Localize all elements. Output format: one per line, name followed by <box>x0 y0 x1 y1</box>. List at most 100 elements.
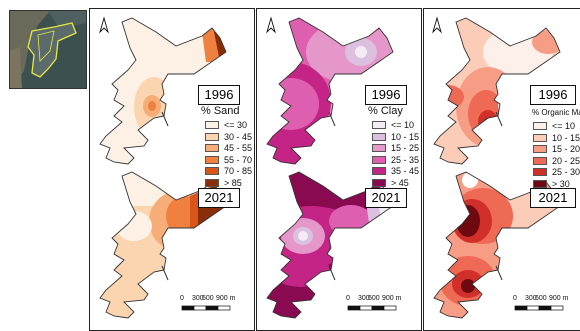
legend-item-sand-2: 45 - 55 <box>205 143 252 153</box>
year-label-2021-sand: 2021 <box>198 188 240 208</box>
legend-swatch <box>372 167 386 175</box>
legend-label: 45 - 55 <box>224 143 253 153</box>
legend-item-sand-4: 70 - 85 <box>205 166 252 176</box>
legend-label: 55 - 70 <box>224 154 253 165</box>
legend-item-organic-1: 10 - 15 <box>533 133 580 143</box>
legend-item-sand-0: <= 30 <box>205 120 247 130</box>
map-zone <box>373 22 393 62</box>
scale-bar-segment <box>371 305 385 311</box>
year-label-2021-organic: 2021 <box>530 188 576 208</box>
legend-item-organic-3: 20 - 25 <box>533 156 580 166</box>
map-zone <box>498 98 514 114</box>
year-label-1996-clay: 1996 <box>365 85 407 105</box>
map-zone <box>148 101 156 111</box>
legend-label: 15 - 20 <box>552 144 580 154</box>
legend-label: 35 - 45 <box>391 166 420 176</box>
legend-label: 25 - 35 <box>391 154 420 165</box>
legend-label: > 30 <box>552 178 570 189</box>
legend-swatch <box>533 122 547 130</box>
scale-label: 300 <box>358 295 370 302</box>
legend-swatch <box>533 156 547 165</box>
legend-swatch <box>205 167 219 175</box>
north-arrow-icon <box>266 16 276 34</box>
map-zone <box>100 251 139 318</box>
north-arrow-icon <box>99 16 109 34</box>
location-inset-map <box>9 10 87 89</box>
legend-swatch <box>533 179 547 188</box>
map-zone <box>298 231 308 241</box>
scale-bar-segment <box>205 305 219 311</box>
inset-map-graphic <box>10 11 86 88</box>
map-dock-line <box>328 111 336 127</box>
legend-title-organic: % Organic Matte <box>532 108 580 117</box>
legend-swatch <box>533 168 547 176</box>
scale-label: 300 <box>192 295 204 302</box>
map-dock-line <box>495 111 503 127</box>
legend-item-clay-2: 15 - 25 <box>372 143 419 153</box>
scale-bar-segment <box>217 305 231 311</box>
year-label-1996-organic: 1996 <box>530 85 576 105</box>
legend-title-sand: % Sand <box>201 105 240 117</box>
scale-label: 0 <box>346 295 350 302</box>
map-zone <box>478 110 498 134</box>
scale-label: 900 m <box>549 295 569 302</box>
map-outline <box>266 17 394 165</box>
scale-label: 600 <box>535 295 547 302</box>
scale-bar-segment <box>550 305 564 311</box>
legend-swatch <box>372 144 386 152</box>
legend-label: 20 - 25 <box>552 155 580 166</box>
legend-swatch <box>205 121 219 129</box>
legend-label: 30 - 45 <box>224 131 253 142</box>
legend-item-clay-1: 10 - 15 <box>372 132 419 142</box>
legend-swatch <box>372 178 386 187</box>
legend-item-sand-1: 30 - 45 <box>205 132 252 142</box>
scale-label: 300 <box>525 295 537 302</box>
scale-label: 0 <box>513 295 517 302</box>
scale-label: 900 m <box>382 295 402 302</box>
legend-item-organic-2: 15 - 20 <box>533 144 580 154</box>
year-label-1996-sand: 1996 <box>198 85 240 105</box>
legend-swatch <box>205 155 219 164</box>
legend-item-organic-5: > 30 <box>533 179 570 189</box>
map-zone <box>461 279 475 293</box>
map-zone <box>116 211 152 241</box>
legend-title-clay: % Clay <box>368 105 403 117</box>
legend-label: > 85 <box>224 177 242 188</box>
map-zone <box>267 78 319 130</box>
map-dock-line <box>161 111 169 127</box>
scale-bar-segment <box>526 305 540 311</box>
legend-label: 10 - 15 <box>391 131 420 142</box>
legend-label: 70 - 85 <box>224 166 253 176</box>
year-label-2021-clay: 2021 <box>365 188 407 208</box>
map-dock-line <box>495 265 503 281</box>
legend-label: <= 10 <box>552 121 576 131</box>
legend-item-clay-0: <= 10 <box>372 120 414 130</box>
map-zone <box>434 85 464 109</box>
scale-label: 0 <box>180 295 184 302</box>
scale-bar-segment <box>347 305 361 311</box>
legend-item-clay-3: 25 - 35 <box>372 155 419 165</box>
legend-item-clay-4: 35 - 45 <box>372 166 419 176</box>
map-zone <box>355 46 367 58</box>
legend-label: <= 10 <box>391 120 415 130</box>
scale-bar-segment <box>181 305 195 311</box>
scale-bar-segment <box>359 305 373 311</box>
legend-swatch <box>372 155 386 164</box>
scale-label: 900 m <box>216 295 236 302</box>
legend-swatch <box>372 132 386 141</box>
legend-swatch <box>205 144 219 152</box>
legend-label: 15 - 25 <box>391 143 420 153</box>
map-zone <box>271 255 331 287</box>
legend-item-sand-3: 55 - 70 <box>205 155 252 165</box>
map-dock-line <box>161 265 169 281</box>
legend-item-sand-5: > 85 <box>205 178 242 188</box>
scale-bar-segment <box>538 305 552 311</box>
map-dock-line <box>328 265 336 281</box>
map-outline <box>99 17 227 165</box>
legend-item-organic-0: <= 10 <box>533 121 575 131</box>
legend-item-clay-5: > 45 <box>372 178 409 188</box>
scale-bar-segment <box>383 305 397 311</box>
legend-swatch <box>533 145 547 153</box>
legend-swatch <box>205 178 219 187</box>
